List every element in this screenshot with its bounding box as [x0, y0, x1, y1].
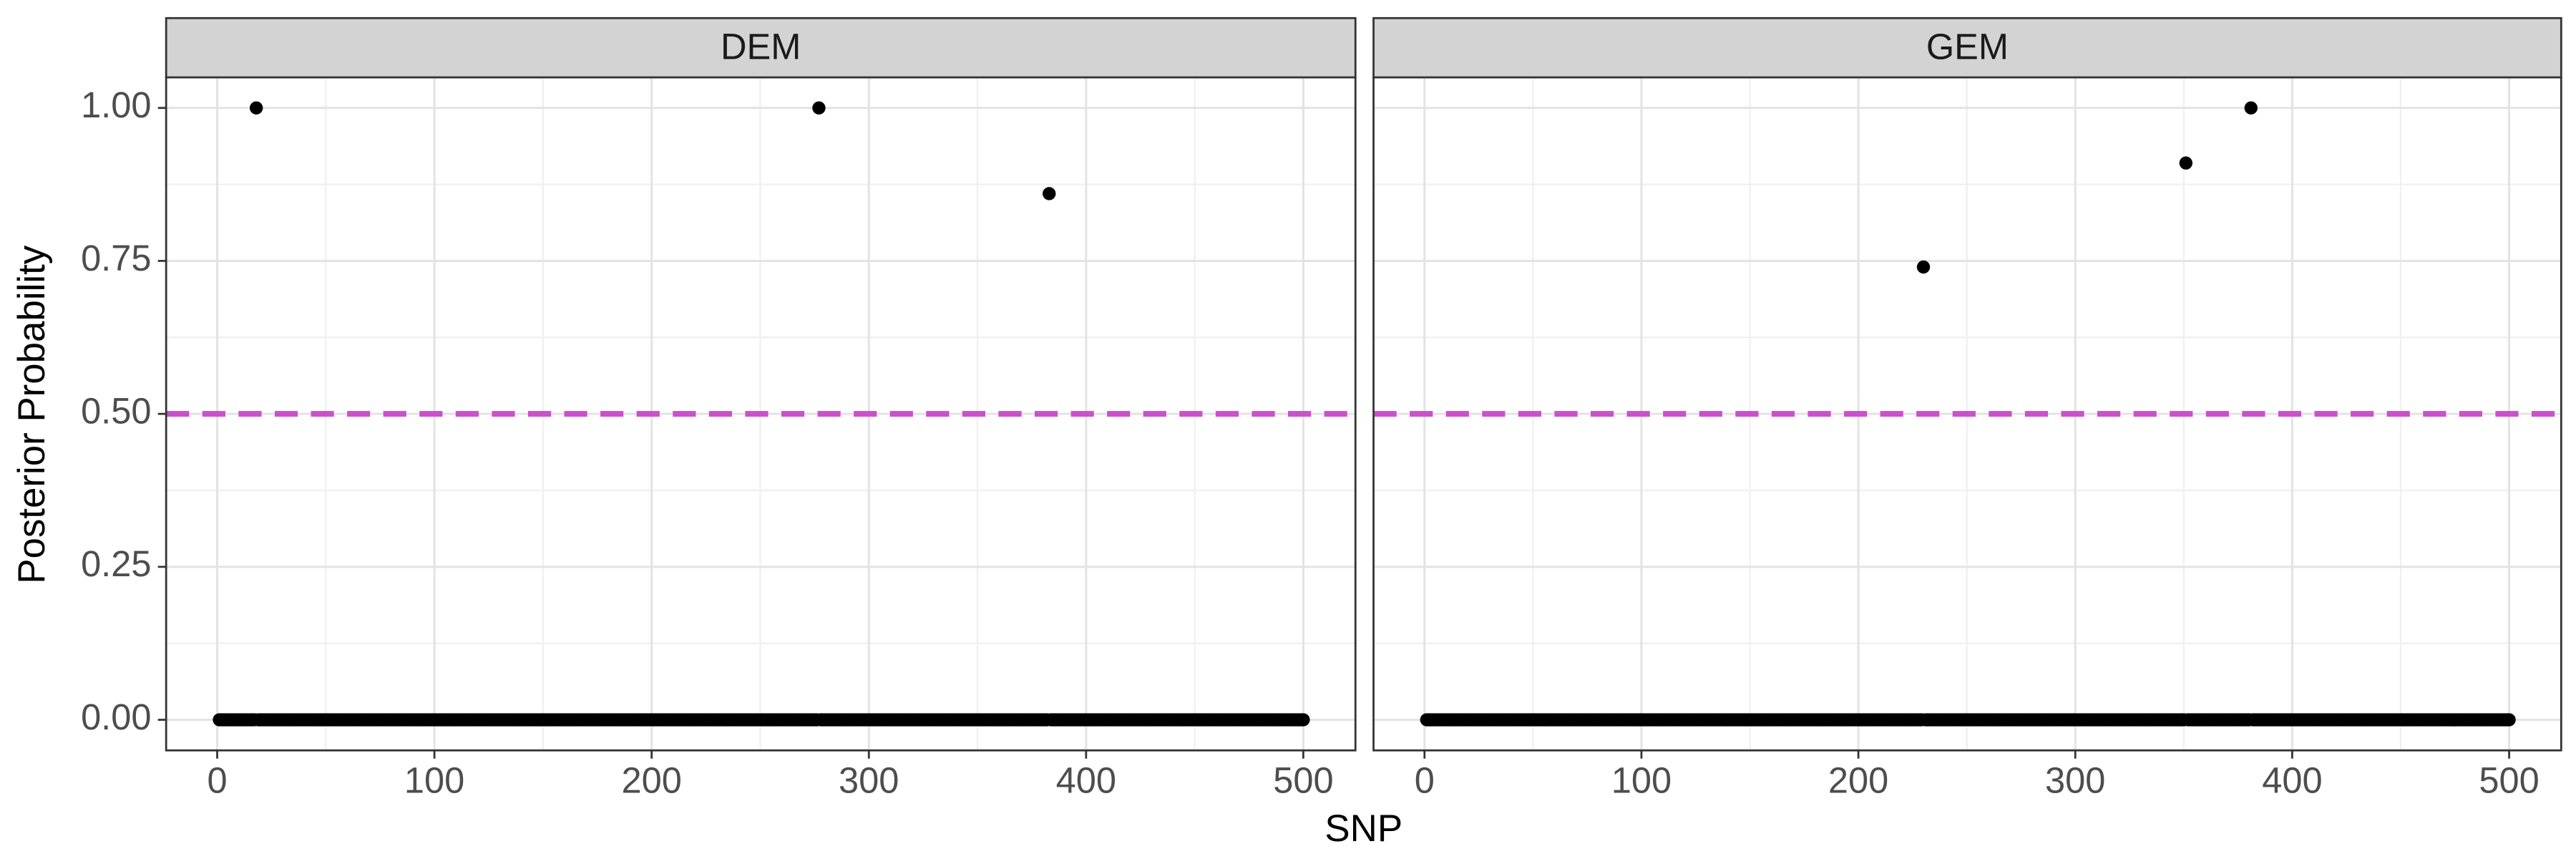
y-axis-title: Posterior Probability: [11, 245, 53, 584]
x-tick-label: 0: [207, 760, 227, 801]
x-axis-title: SNP: [1324, 807, 1402, 850]
x-tick-label: 100: [1611, 760, 1672, 801]
y-tick-label: 1.00: [81, 84, 151, 125]
point: [1916, 260, 1931, 274]
point: [2179, 156, 2193, 170]
facet-title: DEM: [721, 26, 801, 67]
facet-strip: [1372, 16, 2562, 79]
y-tick-label: 0.50: [81, 391, 151, 432]
facet-title: GEM: [1926, 26, 2009, 67]
y-tick-label: 0.00: [81, 697, 151, 737]
point: [249, 101, 263, 115]
x-tick-label: 300: [839, 760, 899, 801]
y-tick-label: 0.75: [81, 238, 151, 278]
x-tick-label: 0: [1415, 760, 1435, 801]
x-tick-label: 200: [1828, 760, 1888, 801]
x-tick-label: 200: [621, 760, 681, 801]
x-tick-label: 500: [2479, 760, 2539, 801]
x-tick-label: 100: [404, 760, 464, 801]
point: [1043, 187, 1056, 200]
point: [1297, 713, 1310, 727]
x-tick-label: 300: [2045, 760, 2105, 801]
x-tick-label: 400: [1056, 760, 1116, 801]
point: [812, 101, 826, 115]
facet-strip: [165, 16, 1357, 79]
point: [2502, 713, 2516, 727]
x-tick-label: 500: [1273, 760, 1333, 801]
x-tick-label: 400: [2262, 760, 2322, 801]
y-tick-label: 0.25: [81, 543, 151, 584]
point: [2244, 101, 2258, 115]
